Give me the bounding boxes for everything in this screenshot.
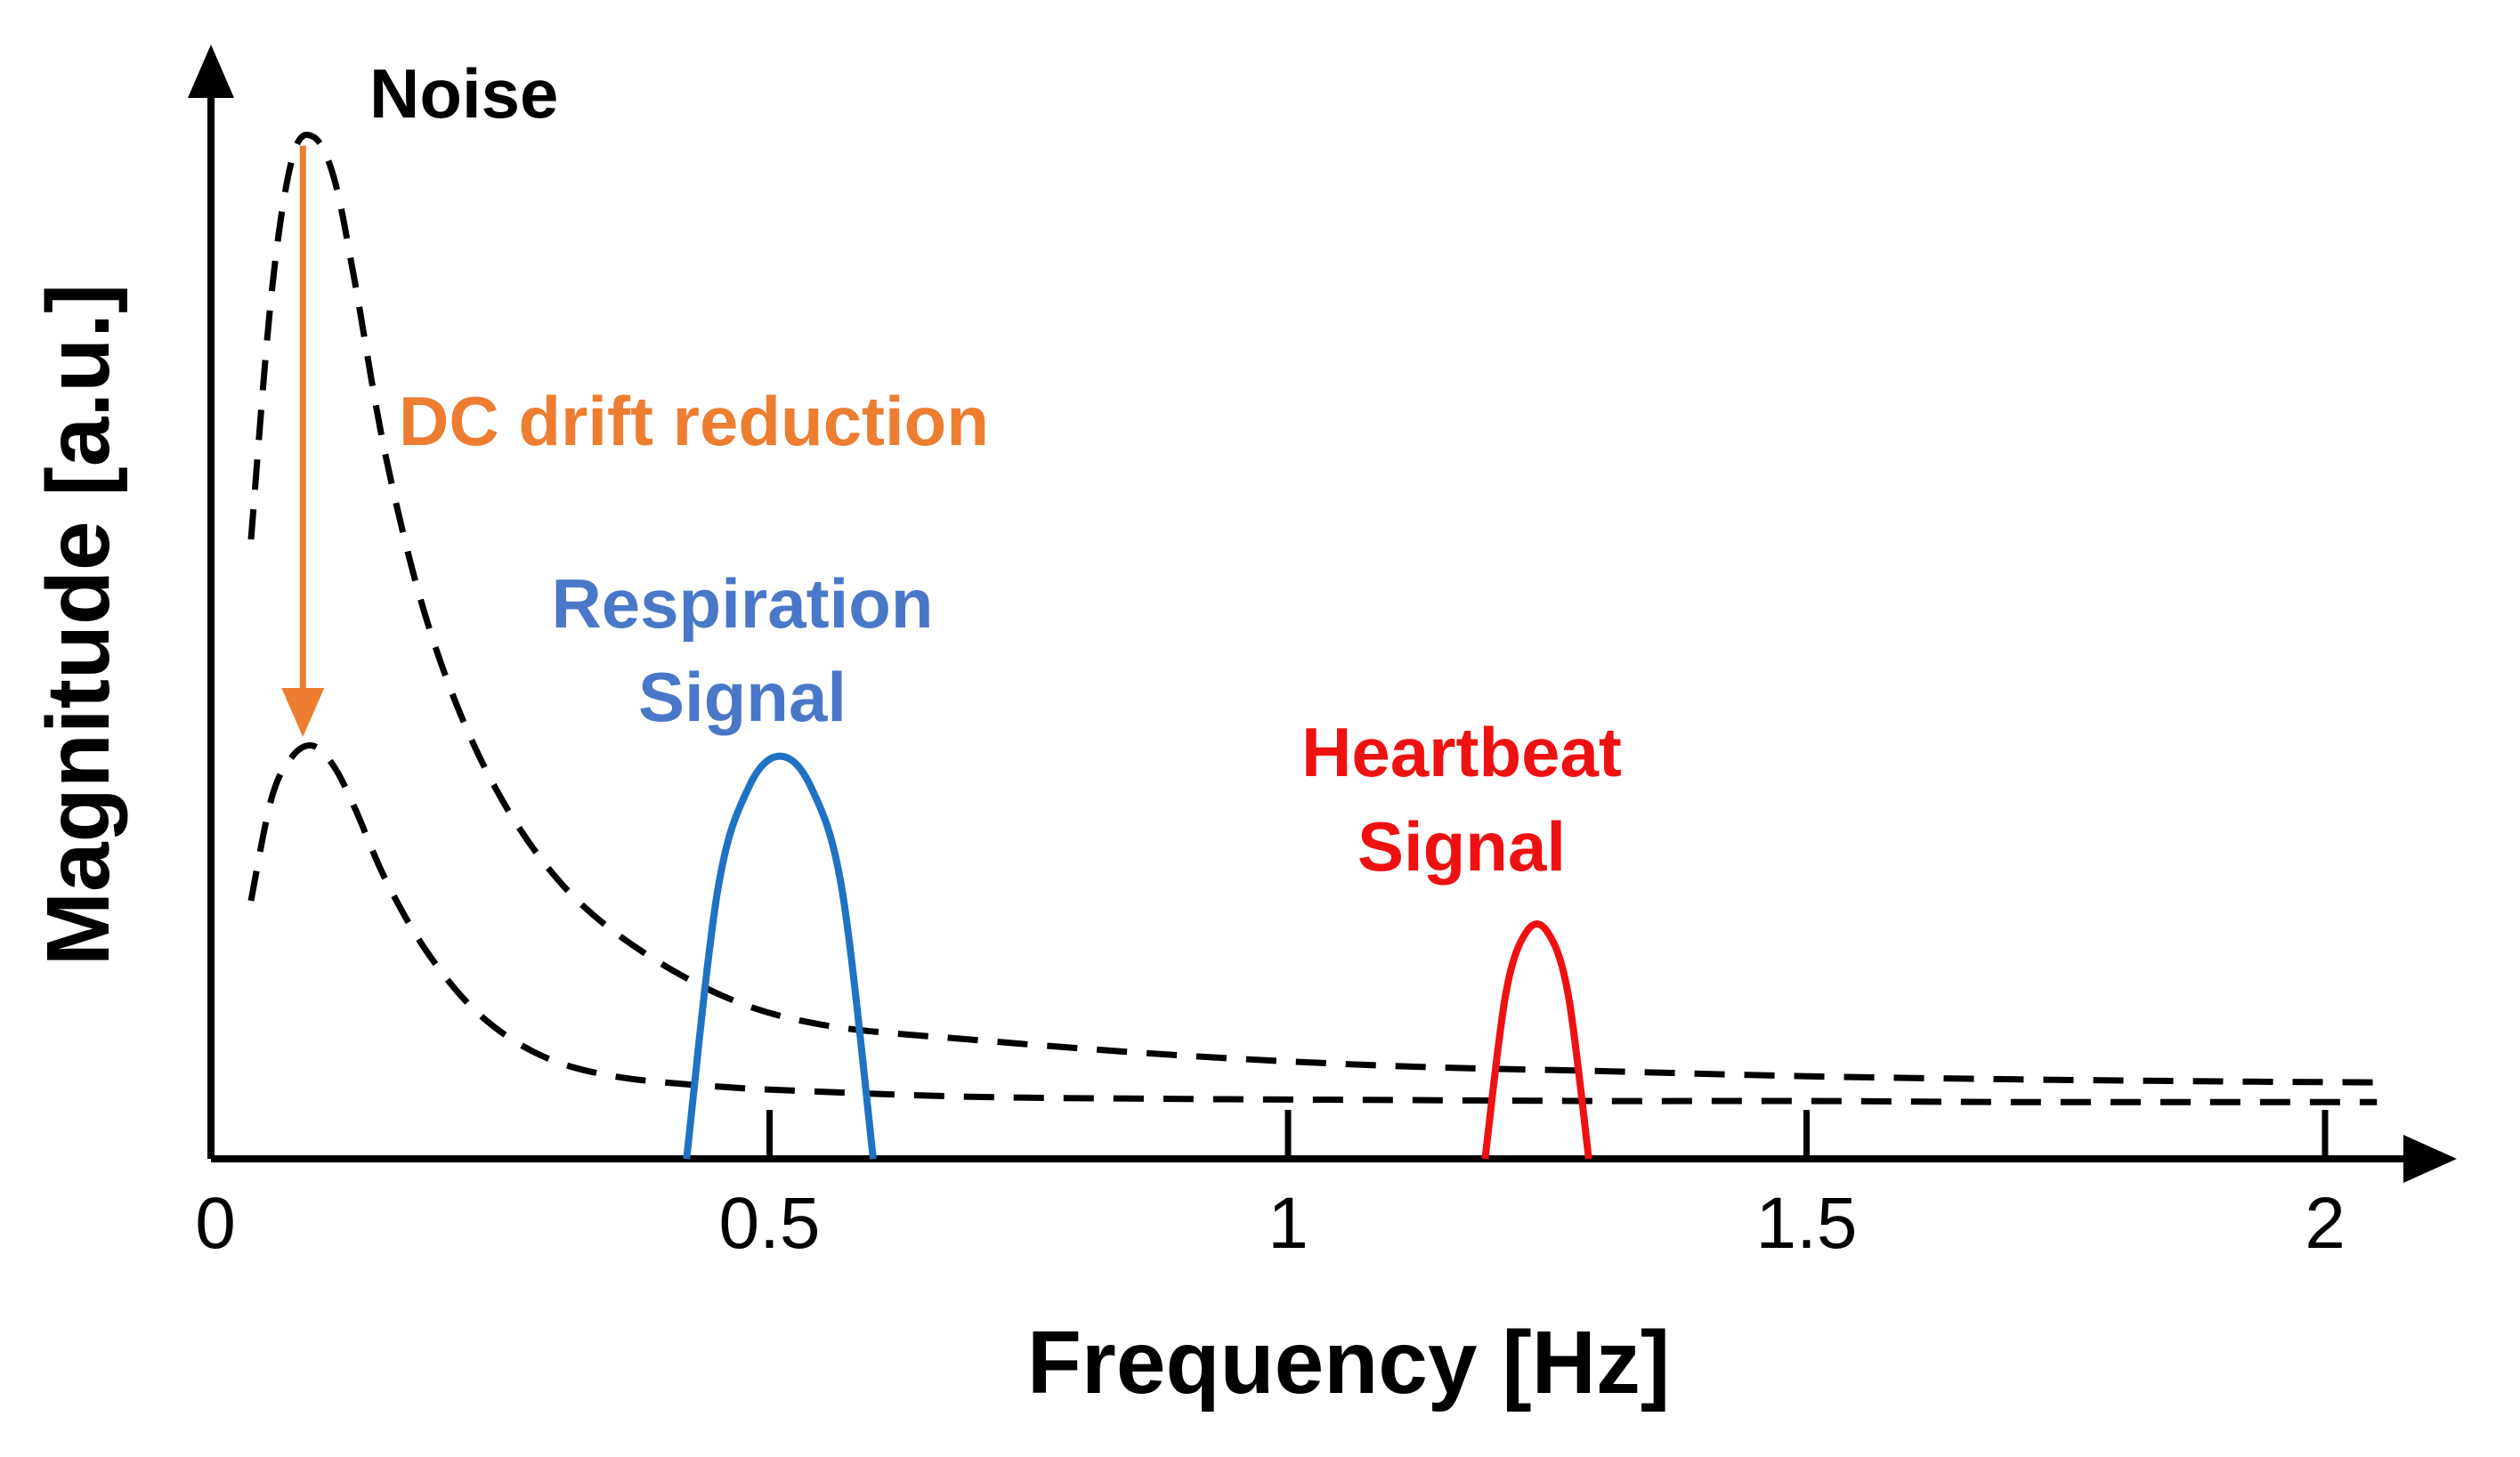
annotation-respiration-line1: Respiration — [551, 564, 933, 643]
annotation-heartbeat-line1: Heartbeat — [1301, 713, 1622, 791]
x-tick-label: 1.5 — [1756, 1183, 1858, 1264]
annotation-noise: Noise — [369, 54, 558, 133]
x-axis-label: Frequency [Hz] — [1027, 1313, 1670, 1412]
x-axis-arrowhead — [2403, 1135, 2457, 1183]
noise-before-line — [247, 132, 2378, 1086]
y-axis-label: Magnitude [a.u.] — [28, 284, 128, 967]
annotation-heartbeat-line2: Signal — [1357, 807, 1566, 886]
series — [247, 132, 2378, 1160]
x-tick-label: 2 — [2305, 1183, 2346, 1264]
x-ticks: 0 0.5 1 1.5 2 — [195, 1110, 2346, 1264]
respiration-signal-line — [683, 752, 877, 1160]
noise-after-line — [247, 742, 2378, 1105]
dc-drift-arrowhead — [281, 688, 325, 737]
annotation-respiration-line2: Signal — [638, 658, 847, 736]
x-tick-label: 1 — [1268, 1183, 1309, 1264]
axes — [188, 45, 2457, 1183]
x-tick-label: 0 — [195, 1183, 236, 1264]
x-tick-label: 0.5 — [719, 1183, 821, 1264]
annotations: Noise DC drift reduction Respiration Sig… — [281, 54, 1622, 886]
heartbeat-signal-line — [1481, 920, 1592, 1160]
annotation-dc-drift: DC drift reduction — [399, 382, 989, 460]
y-axis-arrowhead — [188, 45, 234, 98]
